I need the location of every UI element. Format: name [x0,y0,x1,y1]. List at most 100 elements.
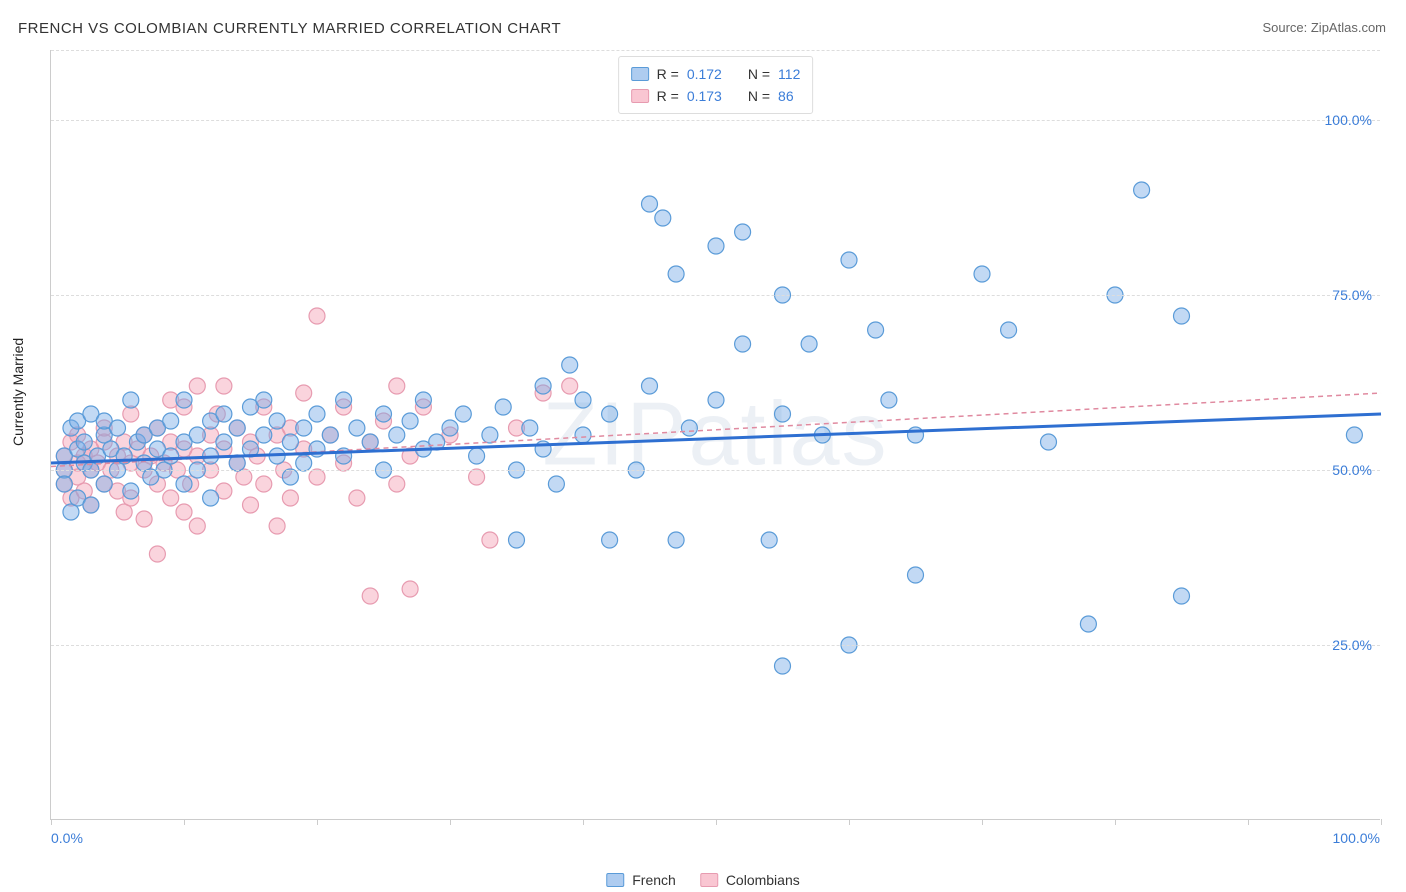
grid-line [51,295,1380,296]
datapoint-french [708,238,724,254]
datapoint-colombians [309,308,325,324]
datapoint-colombians [389,476,405,492]
datapoint-french [1174,588,1190,604]
x-tick [1115,819,1116,825]
datapoint-colombians [469,469,485,485]
chart-title: FRENCH VS COLOMBIAN CURRENTLY MARRIED CO… [18,20,561,37]
datapoint-french [908,567,924,583]
datapoint-colombians [309,469,325,485]
datapoint-french [216,434,232,450]
datapoint-french [83,497,99,513]
legend-item-french: French [606,872,676,888]
datapoint-french [322,427,338,443]
datapoint-french [881,392,897,408]
datapoint-french [522,420,538,436]
datapoint-french [1001,322,1017,338]
datapoint-french [203,490,219,506]
datapoint-colombians [136,511,152,527]
datapoint-french [735,224,751,240]
datapoint-french [775,406,791,422]
swatch-colombians [700,873,718,887]
datapoint-french [775,658,791,674]
datapoint-french [296,455,312,471]
datapoint-colombians [296,385,312,401]
datapoint-colombians [482,532,498,548]
datapoint-french [681,420,697,436]
x-tick [450,819,451,825]
source-attribution: Source: ZipAtlas.com [1262,20,1386,35]
datapoint-french [655,210,671,226]
datapoint-colombians [362,588,378,604]
datapoint-french [642,378,658,394]
datapoint-french [389,427,405,443]
datapoint-french [548,476,564,492]
datapoint-colombians [176,504,192,520]
grid-line [51,470,1380,471]
datapoint-french [349,420,365,436]
y-axis-label: Currently Married [10,338,26,446]
datapoint-french [282,434,298,450]
datapoint-french [509,532,525,548]
datapoint-french [1174,308,1190,324]
datapoint-french [535,378,551,394]
datapoint-french [189,427,205,443]
legend-item-colombians: Colombians [700,872,800,888]
datapoint-french [309,406,325,422]
x-tick [1248,819,1249,825]
datapoint-french [110,420,126,436]
x-tick [1381,819,1382,825]
plot-area: ZIPatlas R = 0.172 N = 112 R = 0.173 N =… [50,50,1380,820]
datapoint-french [296,420,312,436]
datapoint-french [668,532,684,548]
datapoint-french [216,406,232,422]
datapoint-french [974,266,990,282]
datapoint-french [1346,427,1362,443]
datapoint-colombians [189,378,205,394]
datapoint-french [562,357,578,373]
datapoint-french [482,427,498,443]
datapoint-french [575,392,591,408]
datapoint-colombians [189,518,205,534]
y-tick-label: 75.0% [1332,287,1372,303]
datapoint-french [602,532,618,548]
y-tick-label: 25.0% [1332,637,1372,653]
grid-line [51,120,1380,121]
x-tick [317,819,318,825]
datapoint-french [229,420,245,436]
datapoint-colombians [216,378,232,394]
datapoint-french [442,420,458,436]
datapoint-french [163,413,179,429]
datapoint-french [1041,434,1057,450]
datapoint-colombians [562,378,578,394]
datapoint-colombians [349,490,365,506]
datapoint-colombians [243,497,259,513]
datapoint-french [56,476,72,492]
datapoint-french [123,392,139,408]
datapoint-french [602,406,618,422]
datapoint-french [495,399,511,415]
legend-label-french: French [632,872,676,888]
grid-line [51,50,1380,51]
x-tick [184,819,185,825]
datapoint-french [908,427,924,443]
datapoint-french [415,392,431,408]
datapoint-french [1080,616,1096,632]
datapoint-french [801,336,817,352]
datapoint-french [282,469,298,485]
x-tick [716,819,717,825]
datapoint-french [575,427,591,443]
datapoint-french [163,448,179,464]
datapoint-french [96,476,112,492]
datapoint-french [761,532,777,548]
legend-bottom: French Colombians [606,872,800,888]
datapoint-french [76,434,92,450]
datapoint-french [455,406,471,422]
swatch-french [606,873,624,887]
datapoint-french [269,413,285,429]
legend-label-colombians: Colombians [726,872,800,888]
datapoint-french [1134,182,1150,198]
datapoint-french [868,322,884,338]
datapoint-french [176,476,192,492]
datapoint-french [362,434,378,450]
datapoint-colombians [402,581,418,597]
